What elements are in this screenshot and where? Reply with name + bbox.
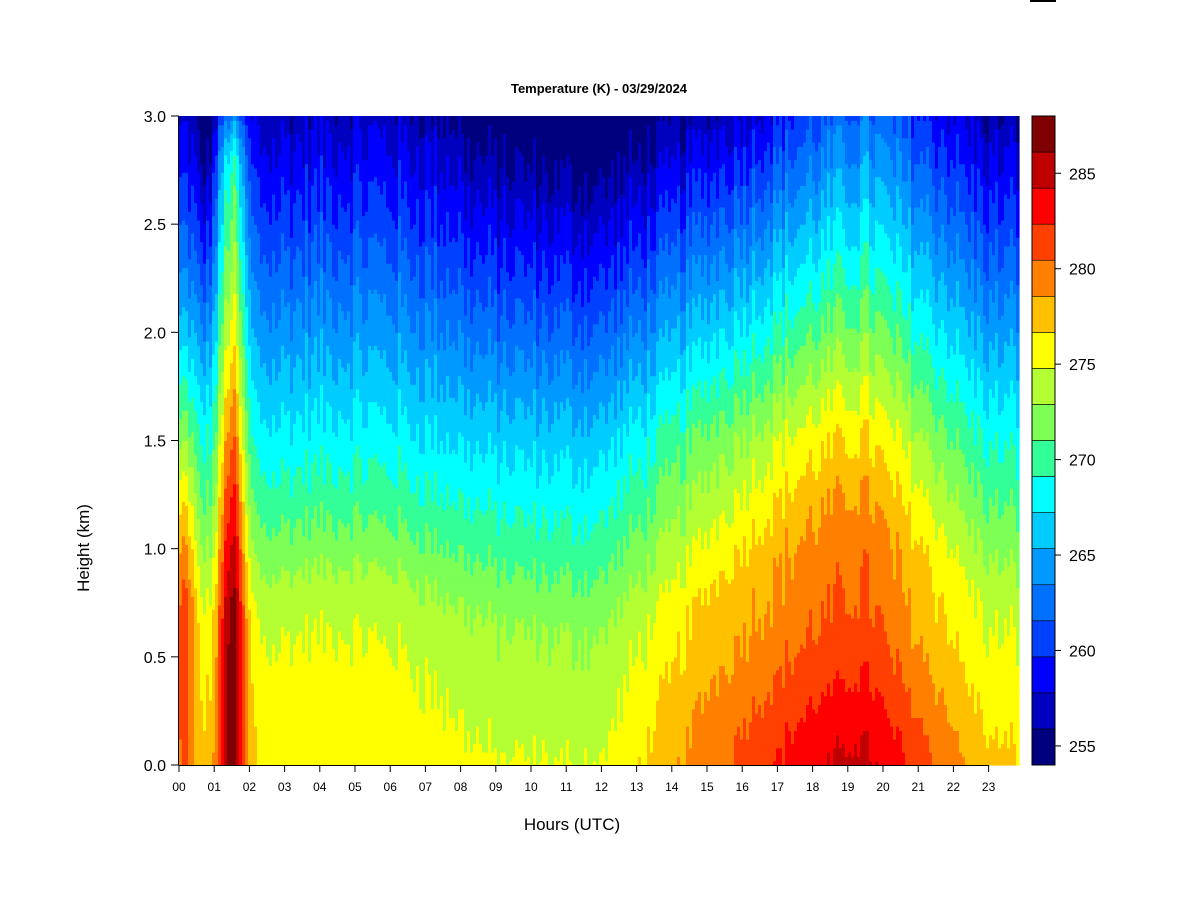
x-axis-label: Hours (UTC) [524, 815, 620, 834]
y-axis-label: Height (km) [74, 504, 93, 592]
heatmap-plot [179, 116, 1020, 766]
chart-title: Temperature (K) - 03/29/2024 [511, 81, 688, 96]
